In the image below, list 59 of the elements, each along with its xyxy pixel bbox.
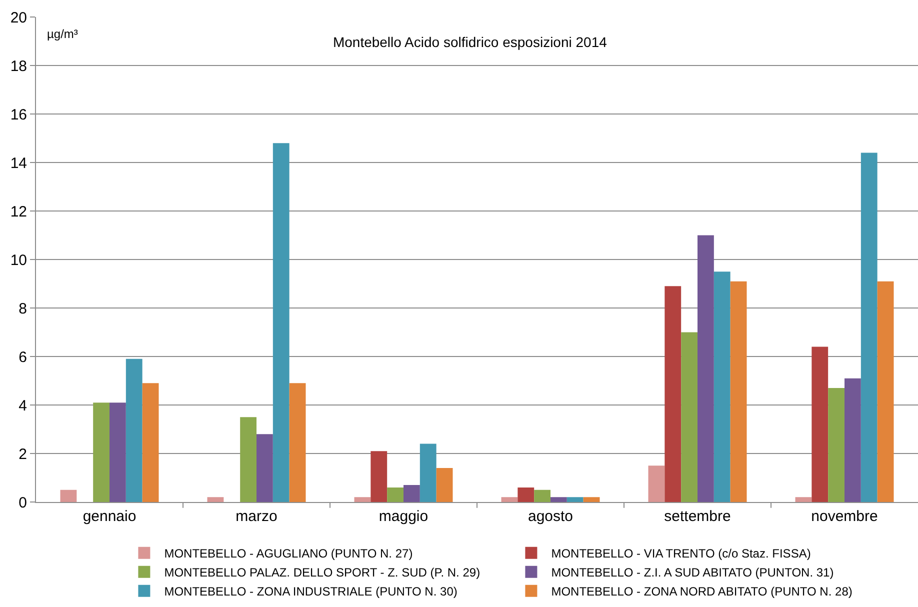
bar [844, 378, 861, 502]
bar [828, 388, 844, 502]
x-tick-label: gennaio [82, 508, 136, 525]
bar [664, 286, 682, 502]
x-tick-label: maggio [378, 508, 428, 525]
bar [110, 402, 126, 502]
text: Montebello Acido solfidrico esposizioni 2014 [332, 34, 608, 50]
bar [60, 490, 77, 502]
bar [730, 281, 747, 502]
bar [142, 383, 159, 502]
bar [387, 487, 404, 502]
bar [714, 272, 730, 502]
bar [566, 497, 584, 502]
y-axis-title: µg/m³ [47, 27, 78, 41]
y-tick-label: 10 [10, 252, 27, 269]
bar [370, 451, 388, 502]
legend-label: MONTEBELLO PALAZ. DELLO SPORT - Z. SUD (P. N. 29) [164, 566, 480, 580]
bar [877, 281, 894, 502]
y-tick-label: 16 [10, 106, 27, 124]
bar [501, 497, 518, 502]
legend-label: MONTEBELLO - ZONA INDUSTRIALE (PUNTO N. 30) [164, 584, 458, 599]
legend-label: MONTEBELLO - VIA TRENTO (c/o Staz. FISSA) [551, 546, 811, 561]
x-tick-label: agosto [528, 508, 574, 525]
bar [648, 466, 665, 502]
x-tick-label: novembre [811, 508, 878, 525]
bar [698, 235, 714, 502]
bar [420, 444, 436, 502]
bar [126, 358, 142, 502]
bar [93, 402, 110, 502]
legend-label: MONTEBELLO - AGUGLIANO (PUNTO N. 27) [164, 546, 413, 561]
bar [860, 152, 878, 502]
y-tick-label: 4 [18, 397, 27, 414]
bar [681, 332, 698, 502]
y-tick-label: 8 [18, 300, 27, 318]
legend-label: MONTEBELLO - ZONA NORD ABITATO (PUNTO N. 28) [551, 584, 852, 599]
y-tick-label: 12 [10, 203, 27, 220]
legend-label: MONTEBELLO - Z.I. A SUD ABITATO (PUNTON. 31) [551, 566, 834, 580]
bar [256, 434, 273, 502]
bar [812, 346, 828, 502]
y-tick-label: 2 [18, 446, 27, 463]
bar [518, 487, 534, 502]
y-tick-label: 0 [18, 494, 27, 512]
y-tick-label: 20 [10, 9, 27, 26]
bar [354, 497, 371, 502]
bar [404, 485, 420, 502]
bar [795, 497, 812, 502]
bar [207, 497, 224, 502]
y-tick-label: 18 [10, 58, 27, 75]
bar [289, 383, 306, 502]
bar [534, 490, 550, 502]
bar [240, 417, 256, 502]
bar [550, 497, 567, 502]
x-tick-label: marzo [236, 508, 278, 525]
bar [583, 497, 600, 502]
y-tick-label: 14 [10, 154, 27, 172]
bar [272, 143, 290, 502]
x-tick-label: settembre [664, 508, 731, 525]
y-tick-label: 6 [18, 348, 27, 366]
bar [436, 468, 453, 502]
